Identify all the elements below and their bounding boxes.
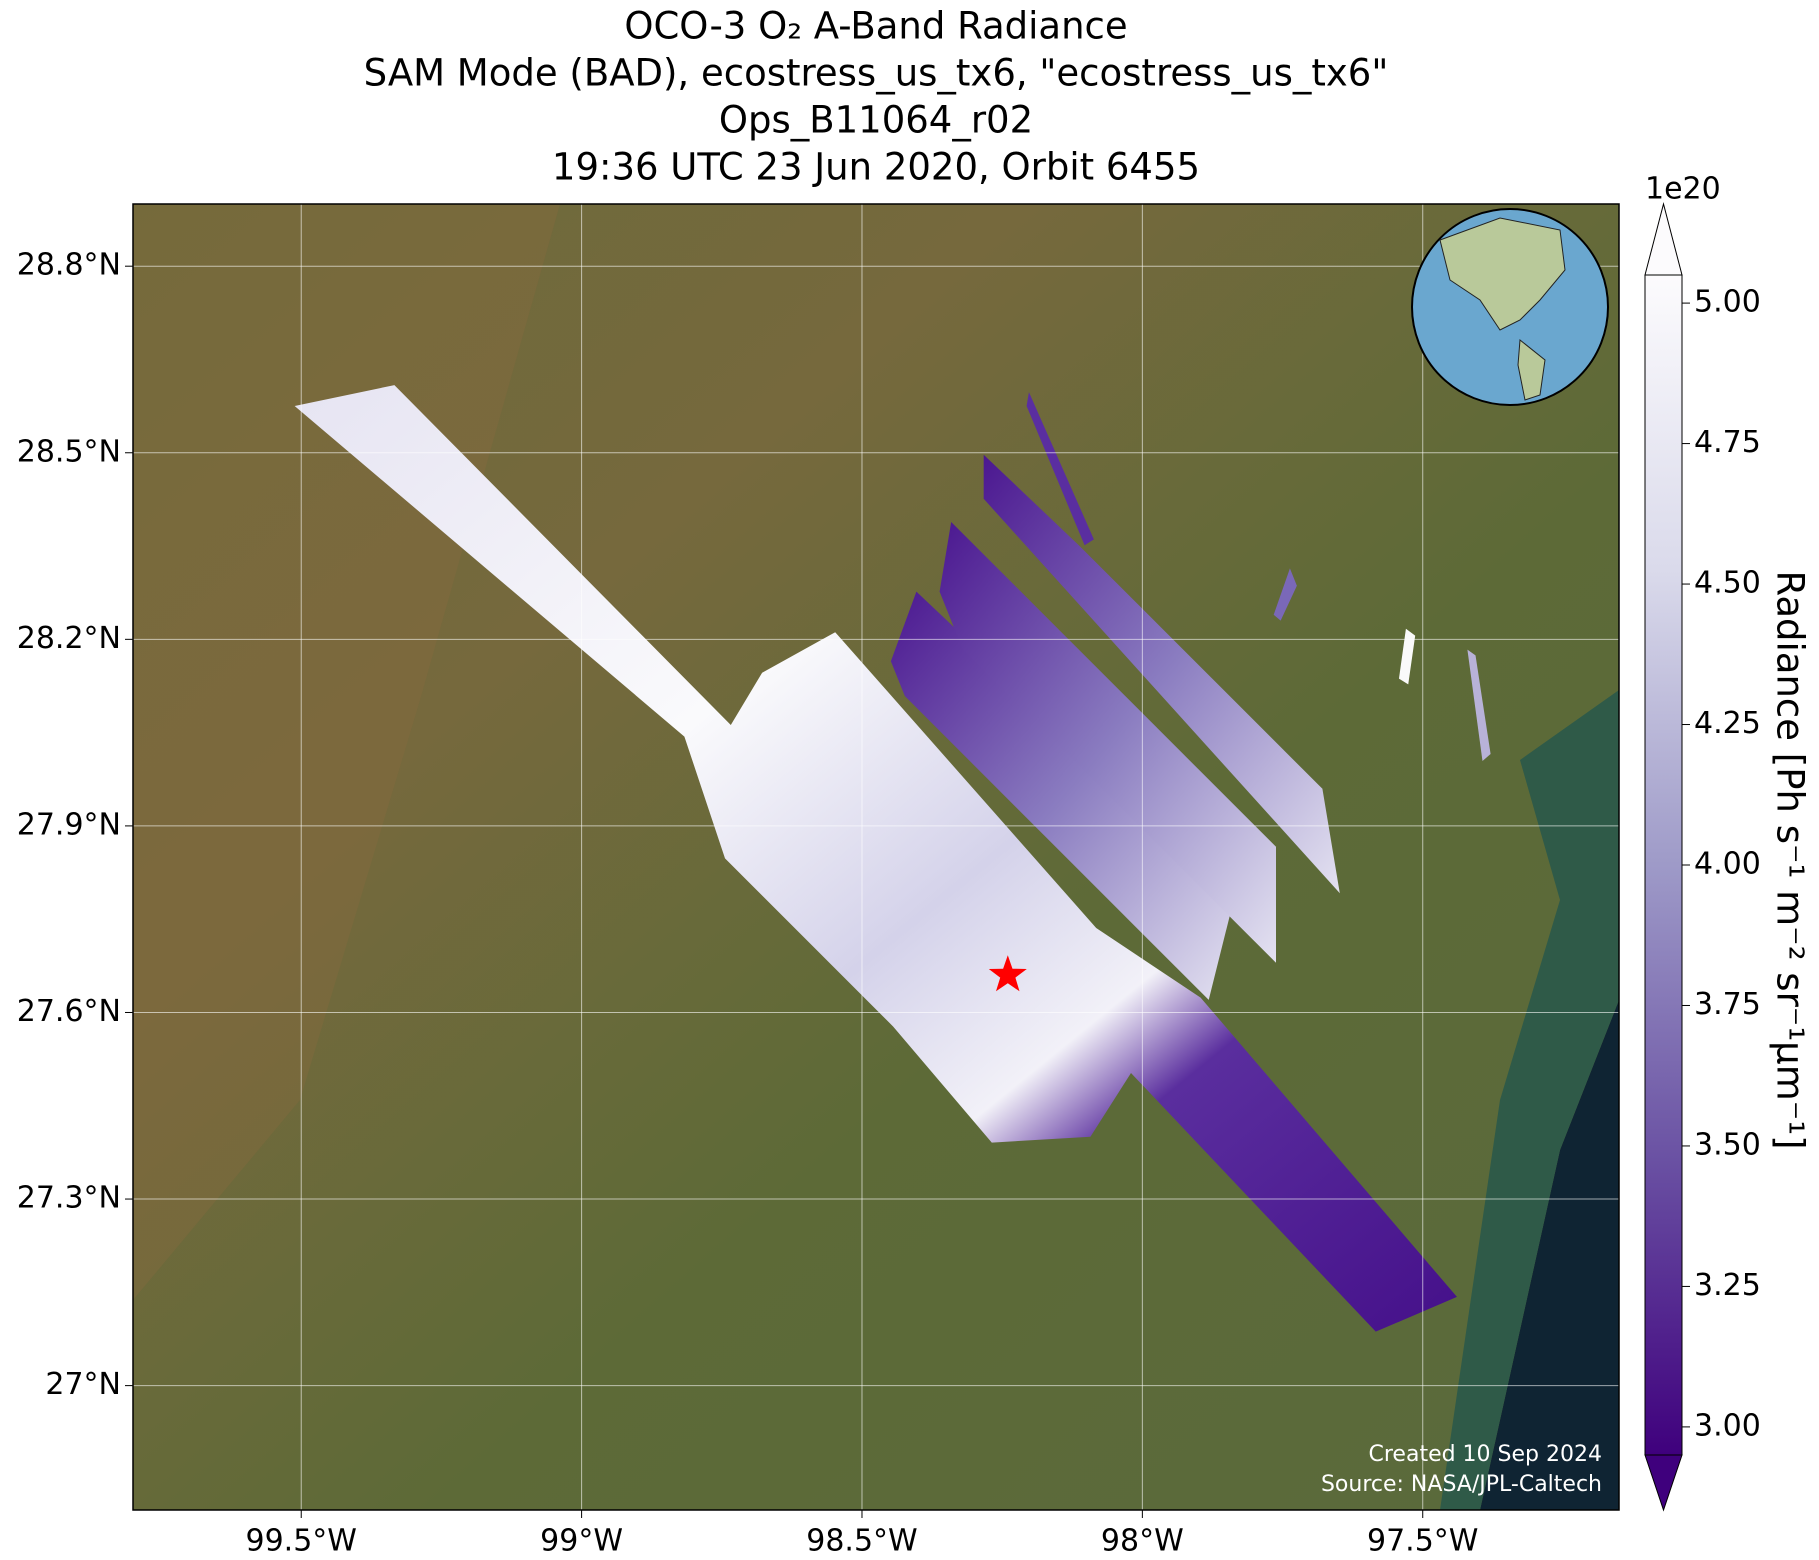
map-area [133,204,1619,1510]
swath [983,454,1340,894]
chart-title: 19:36 UTC 23 Jun 2020, Orbit 6455 [552,146,1200,189]
y-tick-label: 28.5°N [17,434,121,469]
colorbar-tick-label: 4.25 [1694,706,1761,741]
swath [294,385,1457,1332]
colorbar-tick-label: 3.00 [1694,1408,1761,1443]
colorbar-tick-label: 3.75 [1694,987,1761,1022]
chart-title: SAM Mode (BAD), ecostress_us_tx6, "ecost… [364,52,1389,95]
colorbar-tick-label: 3.25 [1694,1268,1761,1303]
colorbar-tick-label: 4.75 [1694,425,1761,460]
globe-land [1439,217,1566,401]
y-tick-label: 27.9°N [17,807,121,842]
y-tick-label: 27.6°N [17,994,121,1029]
credit: Source: NASA/JPL-Caltech [1321,1472,1602,1497]
y-tick-label: 27.3°N [17,1181,121,1216]
colorbar-tick-label: 3.50 [1694,1127,1761,1162]
x-tick-label: 98°W [1101,1524,1184,1559]
y-tick-label: 28.2°N [17,621,121,656]
target-marker [988,955,1027,992]
swath [1026,392,1094,546]
swath [1467,649,1491,761]
inset-globe [1411,208,1609,406]
x-tick-label: 99°W [540,1524,623,1559]
map-frame [132,203,1620,1511]
y-tick-label: 28.8°N [17,248,121,283]
swath [939,522,1276,963]
swath [890,591,1236,1000]
colorbar-multiplier: 1e20 [1645,172,1721,207]
swath [1273,568,1297,621]
colorbar [1645,275,1682,1455]
x-tick-label: 97.5°W [1367,1524,1478,1559]
credit: Created 10 Sep 2024 [1369,1442,1603,1467]
swaths [294,385,1491,1332]
bay [1440,690,1619,1510]
x-tick-label: 98.5°W [806,1524,917,1559]
y-tick-label: 27°N [45,1367,121,1402]
chart-title: Ops_B11064_r02 [719,99,1033,142]
colorbar-tick-label: 4.00 [1694,847,1761,882]
x-tick-label: 99.5°W [245,1524,356,1559]
colorbar-extend-max [1644,202,1683,276]
sea [1480,1000,1619,1510]
colorbar-tick-label: 5.00 [1694,285,1761,320]
chart-title: OCO-3 O₂ A-Band Radiance [624,5,1127,48]
colorbar-extend-min [1644,1454,1683,1512]
colorbar-label: Radiance [Ph s⁻¹ m⁻² sr⁻¹μm⁻¹] [1769,570,1812,1149]
swath [1398,628,1416,685]
colorbar-tick-label: 4.50 [1694,566,1761,601]
